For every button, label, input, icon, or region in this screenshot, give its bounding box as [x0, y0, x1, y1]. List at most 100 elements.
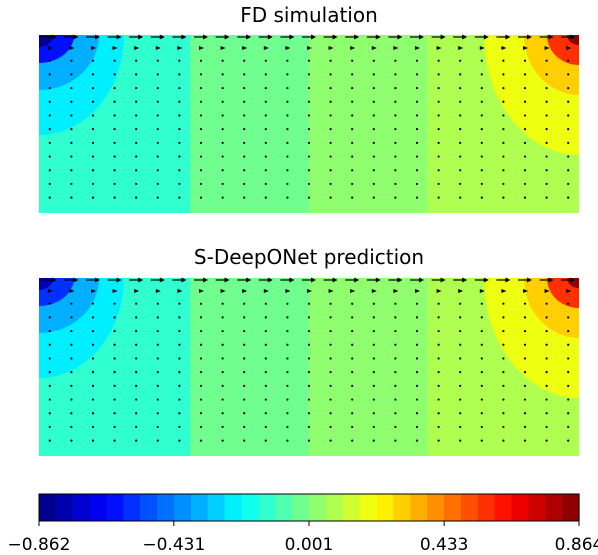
velocity-dot [135, 316, 138, 319]
velocity-dot [329, 357, 332, 360]
velocity-dot [351, 425, 354, 429]
velocity-dot [480, 412, 483, 415]
velocity-dot [480, 182, 483, 186]
velocity-dot [135, 425, 138, 429]
velocity-arrowhead [267, 34, 273, 40]
velocity-dot [91, 73, 95, 76]
velocity-dot [243, 128, 246, 131]
velocity-dot [264, 59, 267, 62]
velocity-dot [156, 329, 159, 333]
velocity-dot [394, 329, 397, 333]
velocity-dot [502, 371, 505, 374]
velocity-arrowhead [116, 34, 122, 40]
velocity-dot [329, 329, 332, 333]
velocity-dot [523, 155, 527, 158]
velocity-dot [394, 384, 397, 387]
velocity-arrowhead [203, 34, 208, 40]
velocity-dot [199, 398, 203, 401]
velocity-dot [351, 329, 354, 333]
velocity-dot [523, 86, 527, 90]
velocity-dot [329, 302, 332, 305]
velocity-dot [243, 384, 246, 387]
velocity-dot [221, 100, 224, 103]
velocity-dot [91, 316, 95, 319]
velocity-arrowhead [354, 277, 360, 283]
velocity-arrowhead [483, 277, 489, 283]
velocity-dot [372, 384, 375, 387]
velocity-dot [329, 114, 332, 117]
velocity-dot [178, 182, 181, 186]
velocity-dot [545, 155, 548, 158]
velocity-dot [329, 169, 332, 172]
velocity-dot [113, 182, 116, 186]
velocity-dot [567, 316, 570, 319]
velocity-dot [545, 425, 548, 429]
velocity-dot [523, 384, 527, 387]
velocity-dot [567, 412, 570, 415]
velocity-dot [523, 371, 527, 374]
velocity-dot [113, 59, 116, 62]
velocity-dot [221, 128, 224, 131]
velocity-dot [178, 384, 181, 387]
velocity-arrowhead [501, 289, 507, 293]
velocity-dot [135, 398, 138, 401]
velocity-dot [459, 371, 462, 374]
velocity-dot [286, 59, 289, 62]
velocity-dot [307, 155, 311, 158]
velocity-dot [480, 425, 483, 429]
velocity-dot [437, 196, 440, 199]
velocity-dot [459, 439, 462, 442]
velocity-arrowhead [548, 277, 554, 283]
velocity-dot [199, 86, 203, 90]
velocity-dot [70, 73, 73, 76]
velocity-arrowhead [138, 277, 144, 283]
velocity-dot [48, 425, 51, 429]
velocity-dot [221, 398, 224, 401]
velocity-dot [502, 155, 505, 158]
velocity-dot [264, 371, 267, 374]
colorbar-swatch [393, 494, 411, 521]
velocity-dot [372, 302, 375, 305]
velocity-dot [264, 196, 267, 199]
velocity-dot [372, 182, 375, 186]
velocity-dot [91, 196, 95, 199]
velocity-dot [70, 114, 73, 117]
velocity-dot [264, 357, 267, 360]
velocity-dot [135, 329, 138, 333]
velocity-dot [48, 398, 51, 401]
velocity-dot [351, 169, 354, 172]
velocity-dot [351, 59, 354, 62]
velocity-dot [307, 302, 311, 305]
colorbar-swatch [72, 494, 91, 521]
velocity-dot [48, 343, 51, 346]
velocity-dot [70, 398, 73, 401]
colorbar-tick-label: 0.433 [420, 535, 469, 555]
colorbar-swatch [410, 494, 428, 521]
velocity-dot [459, 141, 462, 144]
velocity-dot [394, 141, 397, 144]
velocity-dot [545, 398, 548, 401]
velocity-dot [113, 128, 116, 131]
velocity-dot [243, 155, 246, 158]
velocity-dot [523, 196, 527, 199]
velocity-dot [567, 155, 570, 158]
velocity-dot [243, 196, 246, 199]
velocity-dot [264, 169, 267, 172]
colorbar-swatch [325, 494, 344, 521]
velocity-dot [113, 398, 116, 401]
velocity-dot [394, 73, 397, 76]
velocity-dot [545, 412, 548, 415]
velocity-dot [243, 182, 246, 186]
velocity-dot [567, 141, 570, 144]
velocity-arrowhead [47, 46, 53, 50]
velocity-dot [437, 59, 440, 62]
colorbar-tick-label: −0.431 [142, 535, 205, 555]
velocity-dot [221, 59, 224, 62]
velocity-dot [437, 384, 440, 387]
velocity-arrowhead [436, 289, 442, 293]
velocity-dot [113, 86, 116, 90]
velocity-dot [415, 302, 419, 305]
colorbar-swatch [258, 494, 276, 521]
velocity-dot [113, 329, 116, 333]
velocity-dot [199, 169, 203, 172]
